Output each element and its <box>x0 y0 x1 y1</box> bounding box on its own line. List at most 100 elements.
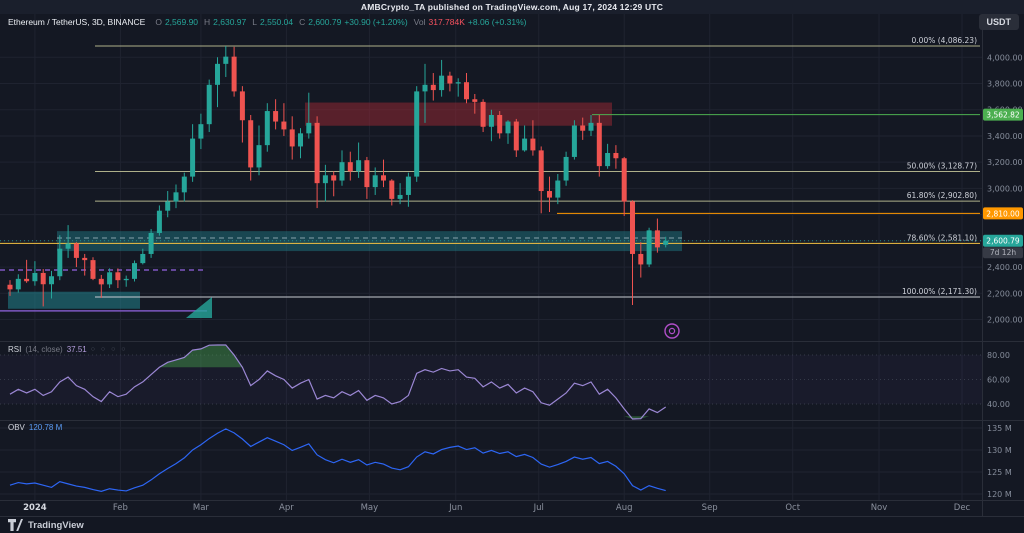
candle-body <box>206 84 212 125</box>
candle-body <box>439 75 445 91</box>
candle-body <box>273 111 279 122</box>
candle-body <box>364 160 370 188</box>
open-label: O <box>155 17 162 27</box>
candle-body <box>638 253 644 265</box>
candle-body <box>65 243 71 249</box>
low-label: L <box>252 17 257 27</box>
candlestick-series[interactable] <box>7 46 669 307</box>
time-axis-label: Aug <box>616 503 633 513</box>
candle-body <box>547 191 552 198</box>
time-axis-label: Jul <box>533 503 544 513</box>
price-axis[interactable]: 4,000.003,800.003,600.003,400.003,200.00… <box>987 53 1023 324</box>
candle-body <box>522 138 528 151</box>
candle-body <box>663 240 669 245</box>
obv-axis-label: 120 M <box>987 490 1012 499</box>
candle-body <box>497 114 503 134</box>
candle-body <box>49 276 54 285</box>
candle-body <box>156 210 162 233</box>
candle-body <box>397 194 403 199</box>
candle-body <box>181 176 187 193</box>
volume-value: 317.784K <box>428 17 465 27</box>
candle-body <box>40 272 46 285</box>
fib-label: 61.80% (2,902.80) <box>907 191 977 200</box>
obv-axis-label: 135 M <box>987 424 1012 433</box>
price-zones[interactable] <box>8 102 682 309</box>
candle-body <box>513 121 519 151</box>
pane-separators[interactable] <box>0 14 1024 516</box>
demand-zone[interactable] <box>57 231 682 252</box>
candle-body <box>389 180 395 199</box>
time-axis-label: Nov <box>871 503 888 513</box>
publish-bar: AMBCrypto_TA published on TradingView.co… <box>0 0 1024 14</box>
rsi-action-icons[interactable]: ○ ○ ○ ○ <box>90 346 128 353</box>
price-axis-label: 2,400.00 <box>987 263 1023 272</box>
resistance-zone[interactable] <box>305 102 612 126</box>
rsi-axis-label: 60.00 <box>987 376 1010 385</box>
candle-body <box>538 150 544 192</box>
obv-pane-header: OBV 120.78 M <box>8 423 62 432</box>
tradingview-logo-icon[interactable] <box>8 519 23 531</box>
candle-body <box>115 272 121 281</box>
candle-body <box>248 120 254 168</box>
countdown-tag <box>983 247 1023 259</box>
price-axis-label: 3,800.00 <box>987 80 1023 89</box>
time-axis-label: Mar <box>193 503 210 513</box>
triangle-drawing[interactable] <box>186 297 212 318</box>
time-axis-label: Dec <box>954 503 971 513</box>
gridlines <box>0 14 982 500</box>
candle-body <box>530 138 536 151</box>
obv-title[interactable]: OBV <box>8 423 25 432</box>
candle-body <box>281 121 287 130</box>
candle-body <box>256 145 262 168</box>
candle-body <box>239 91 245 121</box>
time-axis[interactable]: 2024 Feb Mar Apr May Jun Jul Aug Sep Oct Nov Dec <box>23 503 970 513</box>
rsi-title[interactable]: RSI <box>8 345 22 354</box>
rsi-pane: 80.00 60.00 40.00 <box>0 344 1010 420</box>
time-axis-label: May <box>361 503 379 513</box>
fib-retracement[interactable]: 0.00% (4,086.23) 50.00% (3,128.77) 61.80% … <box>0 36 980 298</box>
candle-body <box>580 125 586 131</box>
candle-body <box>571 125 577 157</box>
price-tags: 3,562.82 2,810.00 2,600.79 7d 12h <box>983 108 1023 259</box>
time-axis-label: Feb <box>113 503 128 513</box>
close-value: 2,600.79 <box>308 17 342 27</box>
horizontal-rays[interactable] <box>557 114 980 214</box>
price-axis-label: 4,000.00 <box>987 53 1023 62</box>
candle-body <box>630 201 635 254</box>
candle-body <box>231 56 237 92</box>
candle-body <box>588 122 594 131</box>
obv-axis-label: 130 M <box>987 446 1012 455</box>
candle-body <box>381 175 386 181</box>
support-zone[interactable] <box>8 291 140 309</box>
candle-body <box>505 121 511 134</box>
candle-body <box>314 122 320 184</box>
candle-body <box>7 284 13 290</box>
emoji-sticker-icon[interactable] <box>664 323 680 339</box>
rsi-pane-header: RSI (14, close) 37.51 ○ ○ ○ ○ <box>8 345 127 354</box>
candle-body <box>464 82 469 100</box>
price-tag <box>983 234 1023 247</box>
currency-toggle-button[interactable]: USDT <box>978 14 1019 30</box>
fib-label: 50.00% (3,128.77) <box>907 162 977 171</box>
price-axis-label: 3,200.00 <box>987 158 1023 167</box>
symbol-title[interactable]: Ethereum / TetherUS, 3D, BINANCE <box>8 17 146 27</box>
candle-body <box>447 75 453 84</box>
candle-body <box>24 278 30 282</box>
trend-lines[interactable] <box>0 269 207 312</box>
candle-body <box>198 124 204 139</box>
candle-body <box>165 201 171 211</box>
price-axis-label: 2,000.00 <box>987 316 1023 325</box>
tradingview-logo-text[interactable]: TradingView <box>28 519 84 531</box>
close-label: C <box>299 17 306 27</box>
obv-line <box>9 428 666 492</box>
rsi-params: (14, close) <box>25 345 63 354</box>
candle-body <box>32 272 38 282</box>
rsi-overbought-fill <box>10 345 666 368</box>
time-axis-label: Oct <box>785 503 800 513</box>
candle-body <box>555 180 561 198</box>
obv-pane: 135 M 130 M 125 M 120 M <box>0 424 1012 499</box>
rsi-line <box>9 344 667 420</box>
candle-body <box>98 278 104 285</box>
